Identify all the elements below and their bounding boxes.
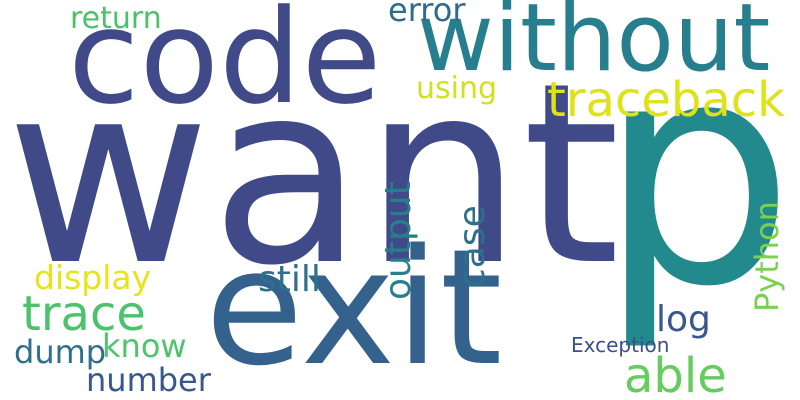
word-p: p (598, 0, 795, 355)
word-error: error (388, 0, 466, 29)
word-using: using (416, 71, 498, 106)
word-case: case (452, 205, 493, 288)
word-return: return (70, 1, 162, 36)
word-log: log (656, 299, 711, 340)
word-able: able (624, 348, 727, 400)
word-Exception: Exception (571, 333, 670, 357)
word-without: without (417, 0, 771, 93)
word-code: code (68, 0, 382, 133)
word-want: want (6, 29, 621, 320)
word-traceback: traceback (547, 72, 785, 128)
word-Python: Python (748, 201, 786, 312)
word-know: know (102, 327, 187, 365)
word-exit: exit (205, 214, 503, 400)
word-still: still (258, 259, 321, 300)
word-display: display (34, 258, 152, 297)
word-dump: dump (14, 333, 107, 371)
word-trace: trace (22, 286, 146, 342)
word-number: number (86, 361, 211, 399)
word-output: output (378, 181, 419, 300)
